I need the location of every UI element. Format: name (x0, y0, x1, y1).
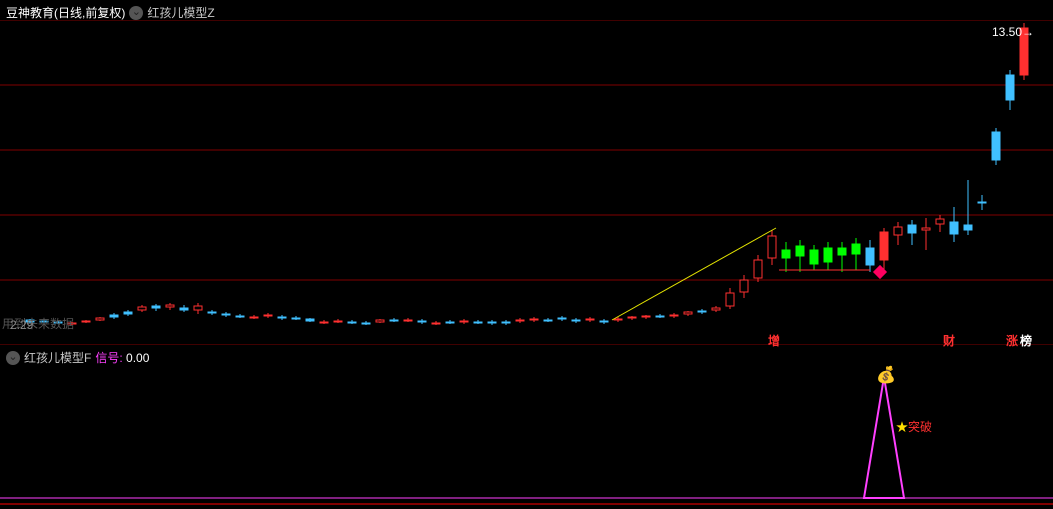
price-low-label: 2.29 (10, 318, 33, 332)
expand-icon[interactable]: ⌄ (6, 351, 20, 365)
signal-label: 信号: (95, 351, 122, 365)
indicator-name: 红孩儿模型Z (147, 4, 214, 21)
expand-icon[interactable]: ⌄ (129, 6, 143, 20)
chart-header: 豆神教育(日线,前复权) ⌄ 红孩儿模型Z (6, 4, 215, 21)
sub-indicator-name: 红孩儿模型F (24, 349, 91, 366)
breakout-label: ★突破 (896, 418, 932, 435)
chart-annotation: 财 (943, 332, 955, 349)
star-icon: ★ (896, 420, 908, 434)
main-chart-pane[interactable]: 13.50→ 用到未来数据 2.29 增财涨榜 (0, 20, 1053, 345)
price-high-label: 13.50→ (992, 25, 1034, 39)
chart-annotation: 榜 (1020, 332, 1032, 349)
coin-icon: 💰 (876, 365, 896, 385)
sub-chart-header: ⌄ 红孩儿模型F 信号: 0.00 (6, 349, 149, 366)
chart-annotation: 涨 (1006, 332, 1018, 349)
stock-title: 豆神教育(日线,前复权) (6, 4, 125, 21)
chart-annotation: 增 (768, 332, 780, 349)
sub-chart-pane[interactable]: 💰 ★突破 (0, 365, 1053, 505)
sub-chart-svg (0, 365, 1053, 505)
signal-value: 0.00 (126, 351, 149, 365)
main-chart-svg (0, 20, 1053, 345)
